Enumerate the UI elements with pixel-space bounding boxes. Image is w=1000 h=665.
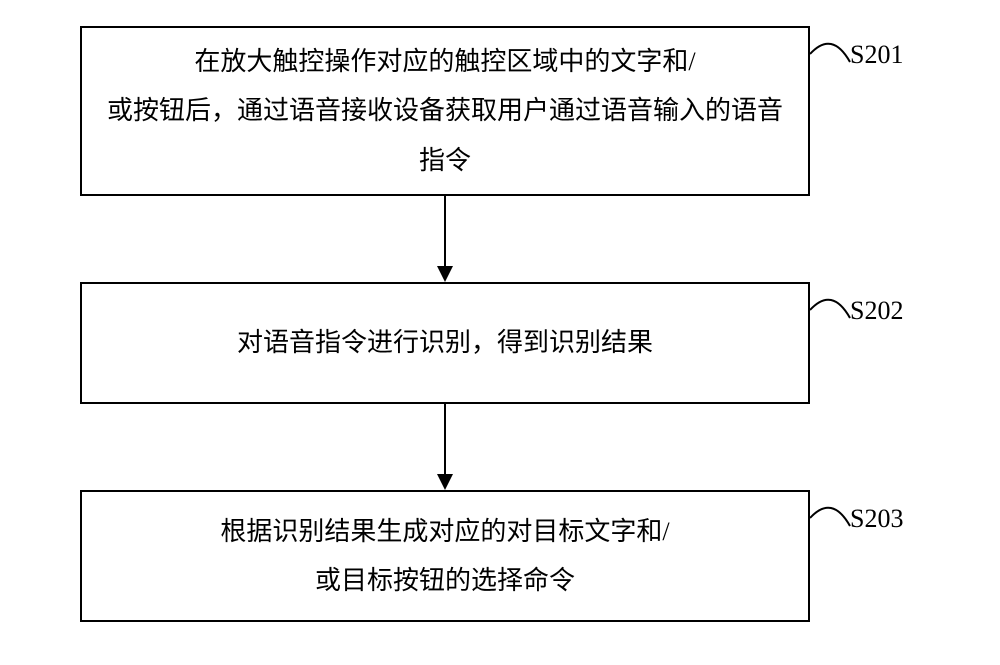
flow-label-s201: S201: [850, 40, 903, 70]
flow-node-s203-text: 根据识别结果生成对应的对目标文字和/ 或目标按钮的选择命令: [220, 507, 669, 606]
flow-node-s203: 根据识别结果生成对应的对目标文字和/ 或目标按钮的选择命令: [80, 490, 810, 622]
flow-node-s201: 在放大触控操作对应的触控区域中的文字和/ 或按钮后，通过语音接收设备获取用户通过…: [80, 26, 810, 196]
flow-node-s201-text: 在放大触控操作对应的触控区域中的文字和/ 或按钮后，通过语音接收设备获取用户通过…: [107, 37, 783, 185]
flowchart-canvas: 在放大触控操作对应的触控区域中的文字和/ 或按钮后，通过语音接收设备获取用户通过…: [0, 0, 1000, 665]
flow-label-s203: S203: [850, 504, 903, 534]
flow-node-s202: 对语音指令进行识别，得到识别结果: [80, 282, 810, 404]
flow-label-s202: S202: [850, 296, 903, 326]
flow-node-s202-text: 对语音指令进行识别，得到识别结果: [237, 318, 653, 367]
